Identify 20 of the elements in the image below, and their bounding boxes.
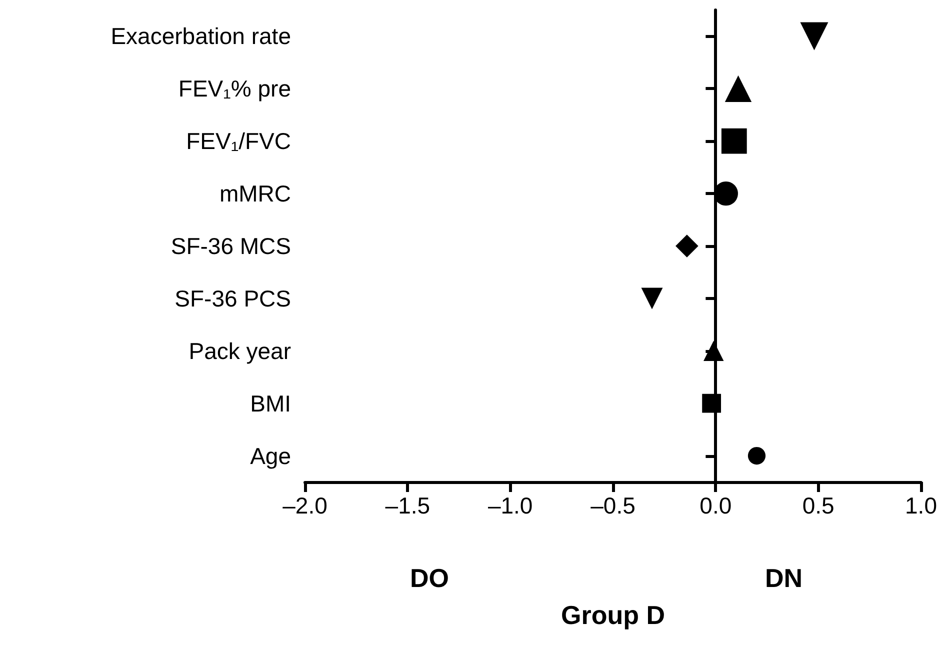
y-tick-label: mMRC [219,180,291,207]
y-tick-label: FEV₁/FVC [186,128,291,154]
y-tick-label: Pack year [188,338,292,364]
x-tick-label: 0.5 [802,492,834,518]
x-tick-label: –0.5 [590,492,636,518]
x-tick-label: 0.0 [700,492,732,518]
x-axis-title: Group D [561,600,665,630]
y-tick-label: SF-36 PCS [174,285,291,312]
text: DN [765,563,803,593]
point [676,234,698,258]
x-tick-label: –2.0 [282,492,328,518]
y-tick-label: SF-36 MCS [170,233,291,259]
y-tick-label: BMI [250,390,291,416]
x-tick-label: 1.0 [905,492,937,518]
x-tick-label: –1.5 [385,492,430,518]
y-tick-label: Exacerbation rate [110,23,291,50]
y-tick-label: FEV₁% pre [178,76,291,102]
text: DO [410,563,449,593]
y-tick-label: Age [250,442,291,469]
x-tick-label: –1.0 [488,492,533,518]
